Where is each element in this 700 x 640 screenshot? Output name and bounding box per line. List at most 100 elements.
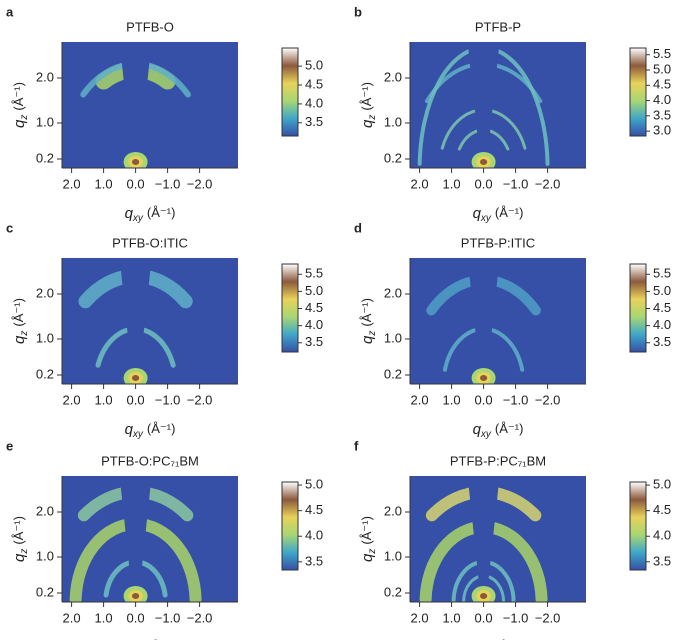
chart-title: PTFB-O:PC₇₁BM: [101, 453, 199, 468]
x-tick-label: −1.0: [503, 176, 529, 191]
y-tick-label: 1.0: [36, 114, 54, 129]
x-tick-label: 1.0: [443, 392, 461, 407]
heatmap-image: [410, 42, 586, 168]
label-part: (Å⁻¹): [495, 205, 524, 220]
colorbar-tick-label: 5.0: [305, 58, 323, 73]
specular-spot: [480, 593, 488, 599]
colorbar-tick-label: 4.0: [305, 95, 323, 110]
x-tick-label: 1.0: [95, 392, 113, 407]
colorbar-tick-label: 4.5: [653, 300, 671, 315]
label-part: z: [367, 549, 378, 555]
heatmap-image: [62, 42, 238, 168]
y-tick-label: 1.0: [36, 548, 54, 563]
colorbar: [281, 481, 299, 571]
heatmap-image: [62, 476, 238, 602]
y-tick-label: 1.0: [384, 114, 402, 129]
y-tick-label: 0.2: [384, 366, 402, 381]
y-tick-label: 2.0: [36, 503, 54, 518]
colorbar-tick-label: 3.5: [653, 334, 671, 349]
x-tick-label: −1.0: [155, 176, 181, 191]
x-tick-label: −1.0: [155, 610, 181, 625]
panel-label: c: [6, 220, 13, 235]
colorbar-tick-label: 3.5: [305, 334, 323, 349]
x-axis-label: qxy(Å⁻¹): [125, 205, 176, 224]
missing-wedge: [467, 476, 500, 598]
x-tick-label: 0.0: [127, 176, 145, 191]
chart-title: PTFB-O: [126, 19, 174, 34]
x-tick-label: 2.0: [411, 392, 429, 407]
specular-spot: [480, 159, 488, 165]
missing-wedge: [119, 476, 152, 598]
heatmap-background: [62, 42, 238, 168]
colorbar-tick-label: 4.5: [653, 77, 671, 92]
x-tick-label: 0.0: [127, 610, 145, 625]
x-tick-label: 1.0: [95, 610, 113, 625]
colorbar: [629, 47, 647, 137]
colorbar-tick-label: 4.0: [653, 528, 671, 543]
label-part: z: [19, 549, 30, 555]
label-part: q: [359, 553, 376, 562]
x-tick-label: −1.0: [503, 610, 529, 625]
y-tick-label: 0.2: [36, 150, 54, 165]
y-axis-label: qz (Å⁻¹): [11, 516, 30, 562]
x-tick-label: 2.0: [411, 176, 429, 191]
y-tick-label: 2.0: [36, 285, 54, 300]
specular-spot: [132, 375, 140, 381]
label-part: (Å⁻¹): [359, 516, 374, 545]
x-tick-label: 0.0: [475, 176, 493, 191]
x-tick-label: 2.0: [63, 176, 81, 191]
chart-title: PTFB-O:ITIC: [112, 235, 188, 250]
label-part: (Å⁻¹): [11, 516, 26, 545]
label-part: (Å⁻¹): [495, 421, 524, 436]
x-axis-label: qxy(Å⁻¹): [473, 205, 524, 224]
colorbar-tick-label: 3.5: [305, 553, 323, 568]
colorbar-tick-label: 5.0: [305, 283, 323, 298]
x-tick-label: −1.0: [155, 392, 181, 407]
colorbar-tick-label: 4.5: [305, 300, 323, 315]
colorbar-tick-label: 5.0: [653, 61, 671, 76]
colorbar: [281, 263, 299, 353]
y-tick-label: 1.0: [36, 330, 54, 345]
y-tick-label: 2.0: [384, 69, 402, 84]
colorbar-tick-label: 4.0: [305, 317, 323, 332]
x-tick-label: 0.0: [475, 392, 493, 407]
x-tick-label: −2.0: [535, 392, 561, 407]
chart-title: PTFB-P:PC₇₁BM: [450, 453, 546, 468]
colorbar-tick-label: 4.5: [305, 502, 323, 517]
y-tick-label: 2.0: [384, 285, 402, 300]
x-tick-label: −2.0: [187, 392, 213, 407]
panel: e PTFB-O:PC₇₁BM 2.0 1.0 0.0 −1.0 −2.0 0.2 1.0 2.0…: [6, 438, 323, 640]
y-tick-label: 0.2: [384, 584, 402, 599]
colorbar-tick-label: 5.5: [653, 266, 671, 281]
label-part: q: [11, 119, 28, 128]
x-axis-label: qxy(Å⁻¹): [125, 421, 176, 440]
y-axis-label: qz (Å⁻¹): [359, 298, 378, 344]
panel-label: e: [6, 438, 13, 453]
x-tick-label: 2.0: [63, 392, 81, 407]
x-tick-label: 2.0: [63, 610, 81, 625]
x-tick-label: −2.0: [535, 610, 561, 625]
colorbar: [629, 263, 647, 353]
colorbar-tick-label: 3.5: [653, 553, 671, 568]
specular-spot: [480, 375, 488, 381]
label-part: z: [367, 331, 378, 337]
colorbar: [629, 481, 647, 571]
y-axis-label: qz (Å⁻¹): [11, 82, 30, 128]
specular-spot: [132, 593, 140, 599]
missing-wedge: [119, 258, 152, 380]
label-part: (Å⁻¹): [147, 205, 176, 220]
y-tick-label: 1.0: [384, 330, 402, 345]
colorbar-tick-label: 5.0: [305, 477, 323, 492]
missing-wedge: [467, 258, 500, 380]
specular-spot: [132, 159, 140, 165]
colorbar: [281, 47, 299, 137]
y-tick-label: 0.2: [36, 366, 54, 381]
x-axis-label: qxy(Å⁻¹): [473, 421, 524, 440]
colorbar-tick-label: 5.0: [653, 477, 671, 492]
colorbar-tick-label: 4.0: [305, 528, 323, 543]
y-tick-label: 2.0: [36, 69, 54, 84]
panel-label: b: [354, 4, 362, 19]
missing-wedge: [119, 42, 152, 164]
